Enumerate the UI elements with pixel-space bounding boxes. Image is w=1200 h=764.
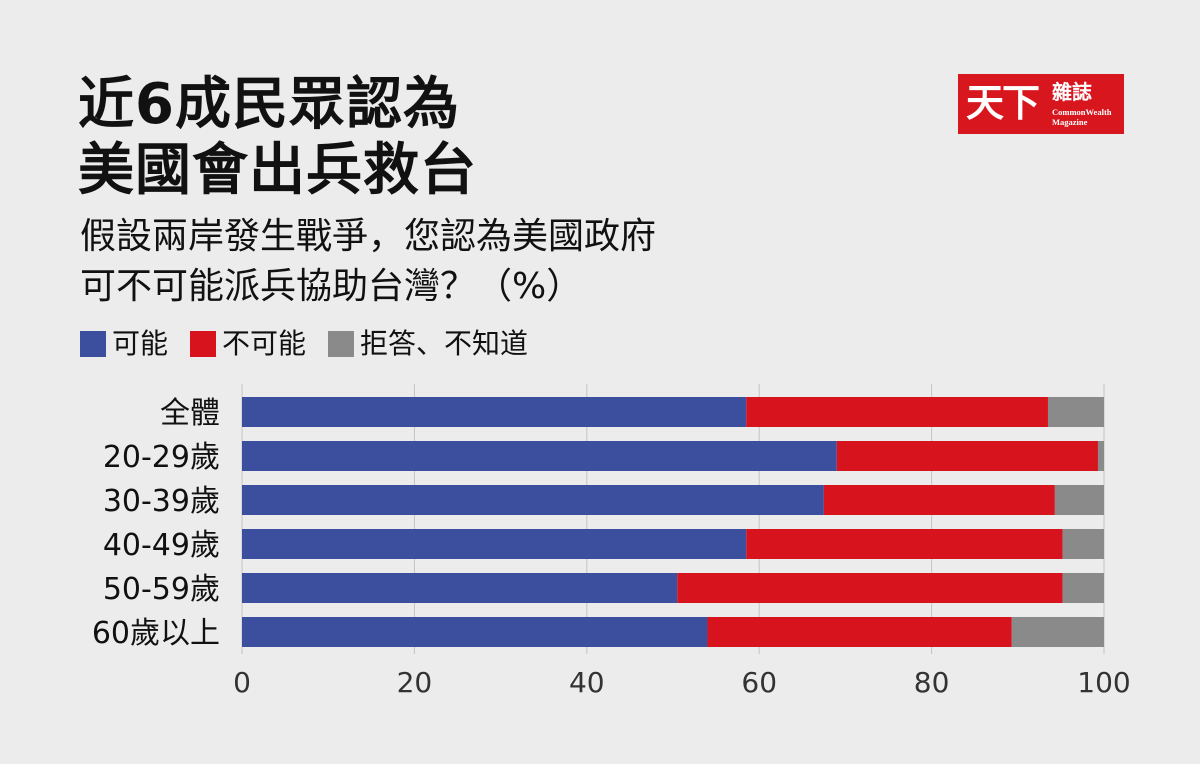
chart-title: 近6成民眾認為 美國會出兵救台 bbox=[78, 72, 477, 204]
bar-impossible-1 bbox=[836, 441, 1098, 471]
category-label-0: 全體 bbox=[160, 396, 220, 431]
bar-possible-2 bbox=[242, 485, 824, 515]
x-tick-label-2: 40 bbox=[569, 666, 605, 699]
category-label-1: 20-29歲 bbox=[103, 440, 220, 475]
bar-possible-5 bbox=[242, 617, 708, 647]
commonwealth-logo: 天下 雜誌 CommonWealth Magazine bbox=[958, 74, 1124, 134]
logo-english-line1: CommonWealth bbox=[1052, 107, 1112, 117]
logo-english-line2: Magazine bbox=[1052, 117, 1088, 127]
category-label-2: 30-39歲 bbox=[103, 484, 220, 519]
legend-label-refused: 拒答、不知道 bbox=[360, 327, 529, 360]
chart-subtitle-line2: 可不可能派兵協助台灣？（%） bbox=[80, 266, 583, 307]
bar-impossible-0 bbox=[746, 397, 1048, 427]
bar-possible-3 bbox=[242, 529, 747, 559]
chart-subtitle: 假設兩岸發生戰爭，您認為美國政府 可不可能派兵協助台灣？（%） bbox=[80, 212, 656, 312]
legend-swatch-impossible bbox=[190, 331, 217, 357]
legend-swatch-refused bbox=[328, 331, 355, 357]
legend-item-impossible: 不可能 bbox=[190, 326, 306, 362]
x-tick-label-1: 20 bbox=[397, 666, 433, 699]
legend-item-possible: 可能 bbox=[80, 326, 168, 362]
bar-impossible-2 bbox=[823, 485, 1055, 515]
x-tick-label-5: 100 bbox=[1077, 666, 1130, 699]
legend-label-possible: 可能 bbox=[112, 327, 169, 360]
stacked-bar-chart: 全體 20-29歲 30-39歲 40-49歲 50-59歲 60歲以上 0 20 40 60 80… bbox=[92, 384, 1131, 699]
logo-main-text: 天下 bbox=[966, 80, 1040, 125]
logo-sub-text: 雜誌 bbox=[1052, 80, 1092, 104]
category-label-5: 60歲以上 bbox=[92, 616, 220, 651]
category-label-3: 40-49歲 bbox=[103, 528, 220, 563]
category-label-4: 50-59歲 bbox=[103, 572, 220, 607]
chart-title-line1: 近6成民眾認為 bbox=[78, 72, 460, 137]
bar-possible-0 bbox=[242, 397, 747, 427]
legend-item-refused: 拒答、不知道 bbox=[328, 326, 528, 362]
bar-possible-1 bbox=[242, 441, 837, 471]
legend-label-impossible: 不可能 bbox=[222, 327, 307, 360]
bar-refused-1 bbox=[1097, 441, 1104, 471]
bar-refused-0 bbox=[1047, 397, 1104, 427]
x-tick-label-0: 0 bbox=[233, 666, 251, 699]
bar-refused-4 bbox=[1062, 573, 1104, 603]
bar-refused-2 bbox=[1054, 485, 1104, 515]
logo-english-text: CommonWealth Magazine bbox=[1052, 107, 1112, 127]
bar-refused-5 bbox=[1011, 617, 1104, 647]
bar-possible-4 bbox=[242, 573, 678, 603]
legend-swatch-possible bbox=[80, 331, 106, 357]
bar-refused-3 bbox=[1062, 529, 1104, 559]
chart-legend: 可能 不可能 拒答、不知道 bbox=[80, 326, 550, 362]
chart-subtitle-line1: 假設兩岸發生戰爭，您認為美國政府 bbox=[80, 216, 657, 257]
x-tick-label-3: 60 bbox=[741, 666, 777, 699]
bar-impossible-3 bbox=[746, 529, 1063, 559]
bar-impossible-4 bbox=[677, 573, 1063, 603]
bar-impossible-5 bbox=[707, 617, 1012, 647]
chart-title-line2: 美國會出兵救台 bbox=[78, 138, 477, 203]
x-tick-label-4: 80 bbox=[914, 666, 950, 699]
